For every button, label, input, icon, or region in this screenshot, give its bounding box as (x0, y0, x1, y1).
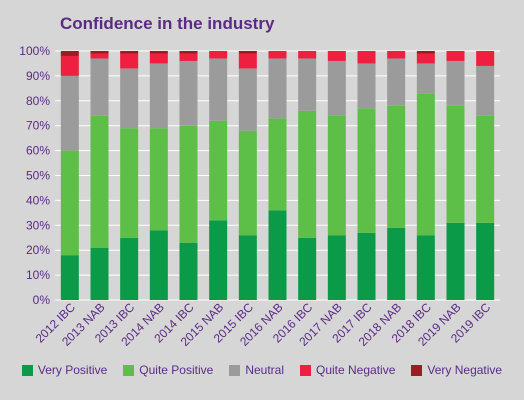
bar-segment-quite-positive (416, 93, 435, 236)
bar-segment-very-positive (120, 237, 139, 300)
bar-segment-neutral (387, 58, 406, 106)
legend-swatch (300, 364, 311, 376)
bar-segment-very-positive (60, 255, 79, 300)
bar-segment-quite-positive (357, 108, 376, 233)
bar-segment-very-positive (209, 220, 228, 300)
bar-segment-neutral (446, 60, 465, 106)
bar-segment-quite-negative (238, 53, 257, 69)
legend-label: Quite Negative (316, 363, 396, 377)
bar-segment-very-negative (90, 51, 109, 54)
bar-segment-very-negative (416, 51, 435, 54)
bar-segment-quite-negative (90, 53, 109, 59)
bar-segment-quite-negative (416, 53, 435, 64)
bar-segment-quite-positive (446, 105, 465, 223)
legend-label: Quite Positive (139, 363, 214, 377)
bar-segment-neutral (60, 75, 79, 151)
legend-label: Very Negative (427, 363, 503, 377)
bar-segment-very-negative (60, 51, 79, 56)
legend-swatch (21, 364, 33, 376)
bar-segment-quite-negative (268, 51, 287, 59)
bar-segment-quite-negative (446, 51, 465, 61)
bar-segment-very-positive (149, 230, 168, 300)
legend-label: Very Positive (37, 363, 108, 377)
bar-segment-very-positive (387, 227, 406, 300)
y-tick-label: 10% (26, 268, 50, 282)
y-tick-label: 30% (26, 218, 50, 232)
y-tick-label: 40% (26, 193, 50, 207)
legend-swatch (229, 364, 241, 376)
bar-segment-quite-negative (476, 51, 495, 66)
y-tick-label: 60% (26, 144, 50, 158)
legend-swatch (123, 364, 135, 376)
bar-segment-very-positive (476, 222, 495, 300)
bar-segment-quite-positive (90, 115, 109, 248)
chart-legend: Very Positive Quite Positive Neutral Quite … (0, 363, 524, 377)
bar-segment-quite-negative (387, 51, 406, 59)
y-tick-label: 90% (26, 69, 50, 83)
y-tick-label: 80% (26, 94, 50, 108)
bar-segment-quite-positive (209, 120, 228, 221)
y-tick-label: 50% (26, 169, 50, 183)
bar-segment-very-positive (446, 222, 465, 300)
bar-segment-very-negative (120, 51, 139, 54)
legend-item: Quite Negative (300, 363, 395, 377)
bar-segment-quite-positive (120, 128, 139, 238)
legend-item: Very Positive (21, 363, 108, 377)
bar-segment-very-positive (238, 235, 257, 300)
bar-segment-quite-negative (120, 53, 139, 69)
bar-segment-neutral (327, 60, 346, 116)
chart-title: Confidence in the industry (60, 14, 275, 33)
y-tick-label: 20% (26, 243, 50, 257)
bar-segment-neutral (268, 58, 287, 119)
bar-segment-very-positive (268, 210, 287, 300)
bar-segment-quite-negative (149, 53, 168, 64)
bar-segment-quite-negative (357, 51, 376, 64)
legend-item: Very Negative (411, 363, 502, 377)
bar-segment-very-positive (90, 247, 109, 300)
bar-segment-quite-positive (60, 150, 79, 256)
bar-segment-quite-negative (179, 53, 198, 61)
bar-segment-quite-negative (298, 51, 317, 59)
bar-segment-very-negative (179, 51, 198, 54)
legend-item: Neutral (229, 363, 284, 377)
bar-segment-very-negative (149, 51, 168, 54)
bar-segment-neutral (416, 63, 435, 94)
bar-segment-neutral (149, 63, 168, 129)
bar-segment-very-positive (298, 237, 317, 300)
y-tick-label: 100% (19, 44, 50, 58)
bar-segment-very-positive (179, 242, 198, 300)
bar-segment-quite-positive (149, 128, 168, 231)
bar-segment-very-positive (327, 235, 346, 300)
bar-segment-neutral (476, 65, 495, 116)
bar-segment-neutral (179, 60, 198, 126)
bar-segment-quite-negative (209, 51, 228, 59)
bar-segment-very-positive (357, 232, 376, 300)
bar-segment-quite-positive (268, 118, 287, 211)
legend-swatch (411, 364, 423, 376)
bar-segment-very-negative (238, 51, 257, 54)
legend-label: Neutral (245, 363, 284, 377)
bar-segment-neutral (298, 58, 317, 111)
bar-segment-quite-positive (179, 125, 198, 243)
bar-segment-neutral (90, 58, 109, 116)
legend-item: Quite Positive (123, 363, 213, 377)
bar-segment-quite-negative (327, 51, 346, 61)
y-tick-label: 0% (33, 293, 51, 307)
bar-segment-quite-negative (60, 55, 79, 76)
bar-segment-quite-positive (327, 115, 346, 236)
bar-segment-quite-positive (298, 110, 317, 238)
bar-segment-quite-positive (387, 105, 406, 228)
y-tick-label: 70% (26, 119, 50, 133)
bar-segment-quite-positive (476, 115, 495, 223)
bar-segment-neutral (120, 68, 139, 129)
bar-segment-quite-positive (238, 130, 257, 236)
bar-segment-neutral (209, 58, 228, 121)
bar-segment-neutral (238, 68, 257, 131)
bar-segment-neutral (357, 63, 376, 109)
bar-segment-very-positive (416, 235, 435, 300)
